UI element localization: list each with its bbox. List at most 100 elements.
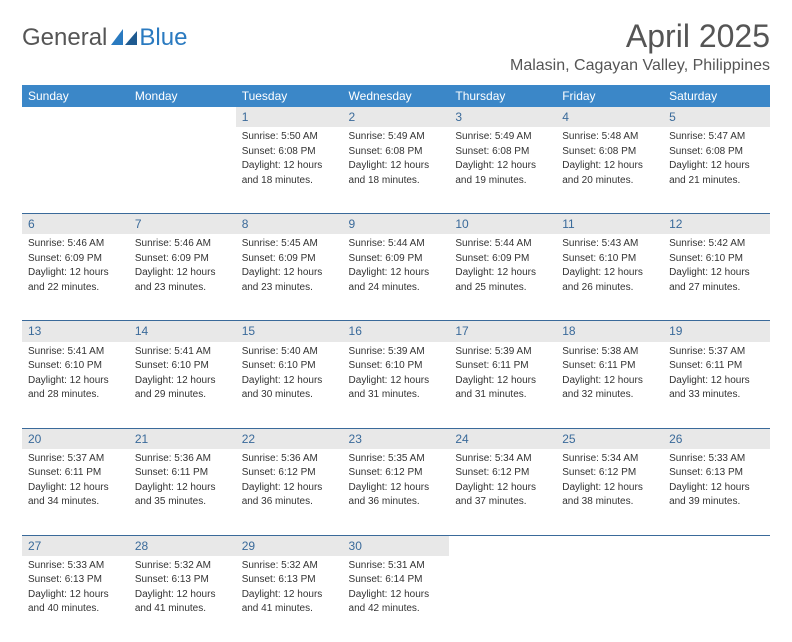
day-number-cell: 20 [22, 428, 129, 449]
day-cell: Sunrise: 5:36 AMSunset: 6:11 PMDaylight:… [129, 449, 236, 535]
week-daynum-row: 13141516171819 [22, 320, 770, 341]
day-number: 13 [22, 320, 129, 341]
day-cell: Sunrise: 5:48 AMSunset: 6:08 PMDaylight:… [556, 127, 663, 213]
sunset-text: Sunset: 6:08 PM [669, 145, 764, 159]
day-cell [129, 127, 236, 213]
day-cell: Sunrise: 5:35 AMSunset: 6:12 PMDaylight:… [343, 449, 450, 535]
day-number: 29 [236, 535, 343, 556]
day-cell: Sunrise: 5:49 AMSunset: 6:08 PMDaylight:… [343, 127, 450, 213]
sunrise-text: Sunrise: 5:33 AM [669, 452, 764, 466]
logo-text-blue: Blue [139, 24, 187, 52]
sunrise-text: Sunrise: 5:34 AM [562, 452, 657, 466]
location-label: Malasin, Cagayan Valley, Philippines [510, 57, 770, 75]
daylight-text: Daylight: 12 hours [135, 481, 230, 495]
sunset-text: Sunset: 6:09 PM [455, 252, 550, 266]
sunset-text: Sunset: 6:12 PM [242, 466, 337, 480]
day-number: 2 [343, 107, 450, 127]
day-number-cell [663, 535, 770, 556]
sunrise-text: Sunrise: 5:44 AM [349, 237, 444, 251]
sunrise-text: Sunrise: 5:36 AM [242, 452, 337, 466]
day-details: Sunrise: 5:41 AMSunset: 6:10 PMDaylight:… [22, 342, 129, 409]
daylight-text: and 27 minutes. [669, 281, 764, 295]
sunrise-text: Sunrise: 5:34 AM [455, 452, 550, 466]
day-details: Sunrise: 5:39 AMSunset: 6:10 PMDaylight:… [343, 342, 450, 409]
week-body-row: Sunrise: 5:37 AMSunset: 6:11 PMDaylight:… [22, 449, 770, 535]
daylight-text: and 23 minutes. [242, 281, 337, 295]
day-cell: Sunrise: 5:38 AMSunset: 6:11 PMDaylight:… [556, 342, 663, 428]
day-cell: Sunrise: 5:36 AMSunset: 6:12 PMDaylight:… [236, 449, 343, 535]
day-number: 9 [343, 213, 450, 234]
daylight-text: and 25 minutes. [455, 281, 550, 295]
daylight-text: Daylight: 12 hours [349, 266, 444, 280]
daylight-text: Daylight: 12 hours [242, 374, 337, 388]
logo-text-general: General [22, 24, 107, 52]
day-cell: Sunrise: 5:39 AMSunset: 6:10 PMDaylight:… [343, 342, 450, 428]
daylight-text: and 30 minutes. [242, 388, 337, 402]
day-cell [449, 556, 556, 642]
day-number: 27 [22, 535, 129, 556]
sunrise-text: Sunrise: 5:40 AM [242, 345, 337, 359]
logo-sail-icon [111, 29, 137, 47]
day-cell: Sunrise: 5:44 AMSunset: 6:09 PMDaylight:… [449, 234, 556, 320]
day-cell: Sunrise: 5:32 AMSunset: 6:13 PMDaylight:… [129, 556, 236, 642]
daylight-text: and 36 minutes. [242, 495, 337, 509]
day-header: Friday [556, 85, 663, 107]
day-cell [556, 556, 663, 642]
day-number-cell: 24 [449, 428, 556, 449]
day-number-cell: 23 [343, 428, 450, 449]
sunrise-text: Sunrise: 5:39 AM [349, 345, 444, 359]
sunrise-text: Sunrise: 5:36 AM [135, 452, 230, 466]
day-number-cell: 6 [22, 213, 129, 234]
day-number: 7 [129, 213, 236, 234]
day-number-cell: 21 [129, 428, 236, 449]
daylight-text: and 33 minutes. [669, 388, 764, 402]
day-header: Wednesday [343, 85, 450, 107]
sunset-text: Sunset: 6:11 PM [135, 466, 230, 480]
day-number-cell: 5 [663, 107, 770, 127]
sunset-text: Sunset: 6:08 PM [242, 145, 337, 159]
sunset-text: Sunset: 6:09 PM [242, 252, 337, 266]
day-number-cell: 26 [663, 428, 770, 449]
daylight-text: and 18 minutes. [349, 174, 444, 188]
daylight-text: Daylight: 12 hours [242, 588, 337, 602]
day-header-row: Sunday Monday Tuesday Wednesday Thursday… [22, 85, 770, 107]
sunset-text: Sunset: 6:10 PM [562, 252, 657, 266]
sunset-text: Sunset: 6:13 PM [242, 573, 337, 587]
day-cell: Sunrise: 5:37 AMSunset: 6:11 PMDaylight:… [663, 342, 770, 428]
sunrise-text: Sunrise: 5:49 AM [349, 130, 444, 144]
daylight-text: Daylight: 12 hours [669, 374, 764, 388]
sunrise-text: Sunrise: 5:45 AM [242, 237, 337, 251]
daylight-text: Daylight: 12 hours [455, 481, 550, 495]
day-details: Sunrise: 5:33 AMSunset: 6:13 PMDaylight:… [663, 449, 770, 516]
sunrise-text: Sunrise: 5:37 AM [669, 345, 764, 359]
day-number: 18 [556, 320, 663, 341]
day-cell: Sunrise: 5:33 AMSunset: 6:13 PMDaylight:… [663, 449, 770, 535]
sunrise-text: Sunrise: 5:42 AM [669, 237, 764, 251]
day-cell [663, 556, 770, 642]
sunset-text: Sunset: 6:10 PM [669, 252, 764, 266]
day-cell: Sunrise: 5:42 AMSunset: 6:10 PMDaylight:… [663, 234, 770, 320]
day-number-cell: 11 [556, 213, 663, 234]
day-number-cell: 9 [343, 213, 450, 234]
daylight-text: and 29 minutes. [135, 388, 230, 402]
day-number: 1 [236, 107, 343, 127]
daylight-text: Daylight: 12 hours [669, 481, 764, 495]
day-number-cell: 16 [343, 320, 450, 341]
daylight-text: Daylight: 12 hours [135, 266, 230, 280]
title-block: April 2025 Malasin, Cagayan Valley, Phil… [510, 18, 770, 75]
sunset-text: Sunset: 6:09 PM [28, 252, 123, 266]
day-number-cell: 3 [449, 107, 556, 127]
day-details: Sunrise: 5:32 AMSunset: 6:13 PMDaylight:… [236, 556, 343, 623]
day-number-cell: 22 [236, 428, 343, 449]
day-cell: Sunrise: 5:46 AMSunset: 6:09 PMDaylight:… [22, 234, 129, 320]
daylight-text: and 38 minutes. [562, 495, 657, 509]
daylight-text: Daylight: 12 hours [242, 266, 337, 280]
daylight-text: Daylight: 12 hours [562, 266, 657, 280]
day-number-cell: 7 [129, 213, 236, 234]
day-number: 28 [129, 535, 236, 556]
day-header: Saturday [663, 85, 770, 107]
day-cell: Sunrise: 5:34 AMSunset: 6:12 PMDaylight:… [449, 449, 556, 535]
day-details: Sunrise: 5:39 AMSunset: 6:11 PMDaylight:… [449, 342, 556, 409]
sunset-text: Sunset: 6:10 PM [135, 359, 230, 373]
day-details: Sunrise: 5:34 AMSunset: 6:12 PMDaylight:… [449, 449, 556, 516]
